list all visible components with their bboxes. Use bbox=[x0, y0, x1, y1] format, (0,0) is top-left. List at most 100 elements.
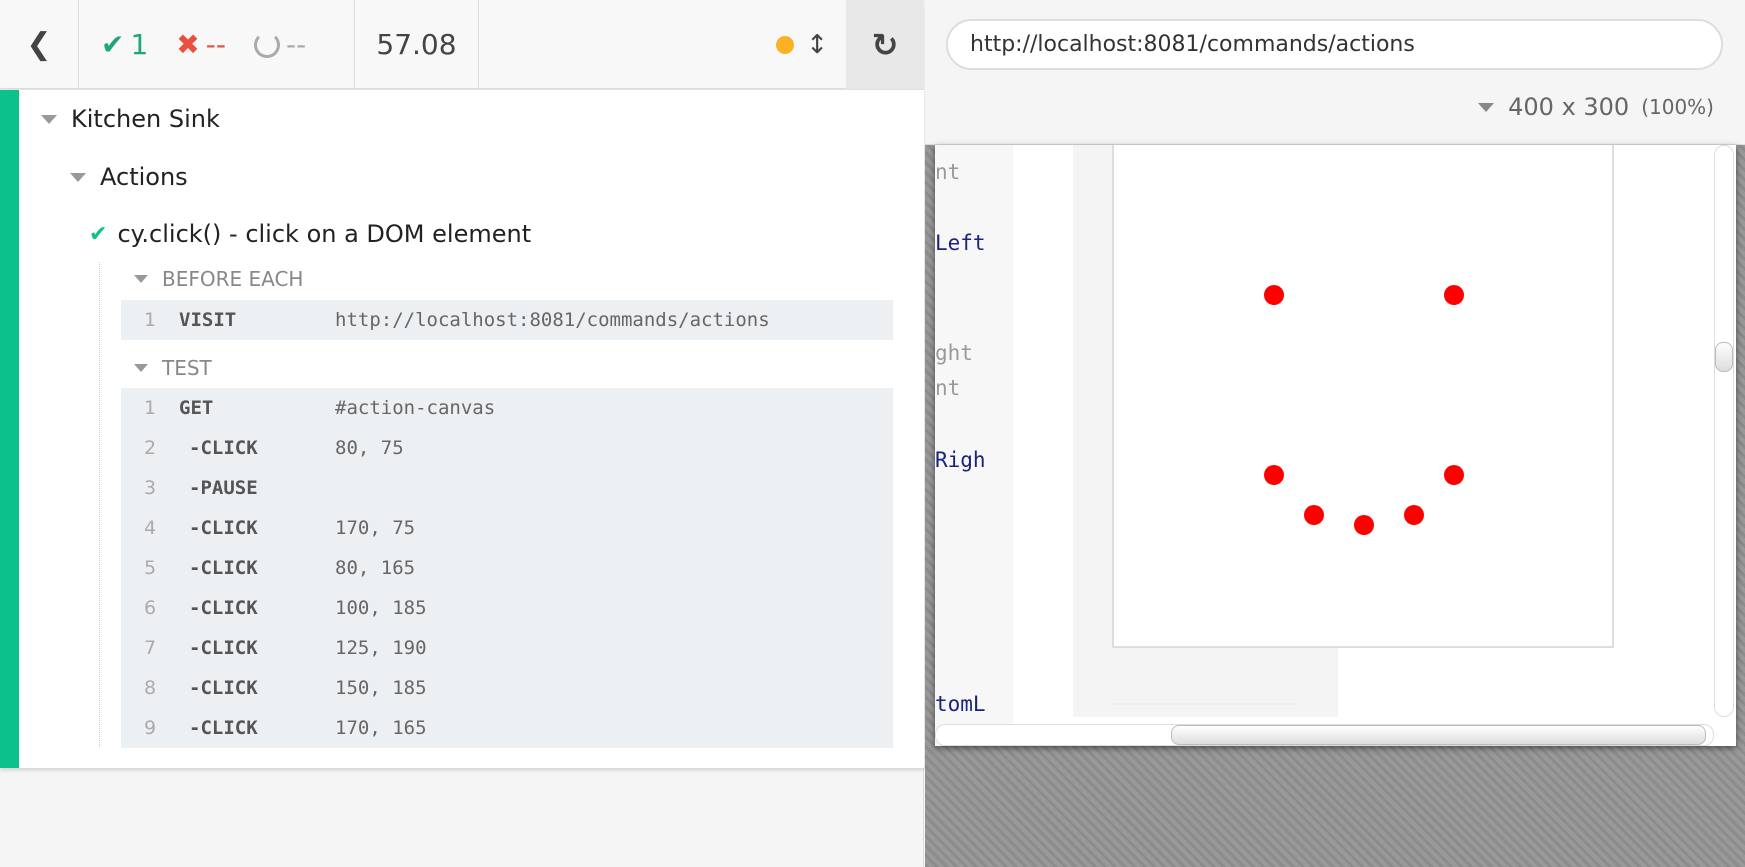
app-iframe: nt Left ght nt Righ tomL bbox=[935, 145, 1736, 746]
suite-kitchen-sink[interactable]: Kitchen Sink bbox=[41, 105, 220, 133]
code-fragment: Righ bbox=[935, 448, 986, 472]
command-message: 80, 165 bbox=[335, 557, 416, 579]
command-row[interactable]: 8 -CLICK 150, 185 bbox=[121, 668, 893, 708]
hook-before-each[interactable]: BEFORE EACH bbox=[134, 267, 303, 291]
command-message: 170, 75 bbox=[335, 517, 416, 539]
command-number: 4 bbox=[143, 517, 157, 539]
test-click[interactable]: ✔ cy.click() - click on a DOM element bbox=[89, 220, 531, 248]
canvas-dot bbox=[1404, 505, 1424, 525]
command-row[interactable]: 3 -PAUSE bbox=[121, 468, 893, 508]
hook-label: TEST bbox=[162, 356, 212, 380]
action-canvas[interactable] bbox=[1112, 145, 1614, 648]
command-message: 150, 185 bbox=[335, 677, 427, 699]
command-message: 80, 75 bbox=[335, 437, 404, 459]
command-number: 1 bbox=[143, 397, 157, 419]
pending-icon bbox=[253, 31, 280, 58]
viewport-scale: (100%) bbox=[1641, 95, 1714, 119]
command-row[interactable]: 5 -CLICK 80, 165 bbox=[121, 548, 893, 588]
app-preview: http://localhost:8081/commands/actions 4… bbox=[925, 0, 1745, 867]
command-name: -CLICK bbox=[189, 597, 258, 619]
command-row[interactable]: 6 -CLICK 100, 185 bbox=[121, 588, 893, 628]
caret-down-icon bbox=[41, 114, 57, 124]
canvas-dot bbox=[1354, 515, 1374, 535]
canvas-dot bbox=[1444, 465, 1464, 485]
pass-indicator-bar bbox=[0, 90, 19, 768]
reload-icon: ↻ bbox=[871, 25, 899, 64]
test-title: cy.click() - click on a DOM element bbox=[117, 220, 532, 248]
command-name: -PAUSE bbox=[189, 477, 258, 499]
caret-down-icon bbox=[134, 364, 148, 372]
command-row[interactable]: 1 GET #action-canvas bbox=[121, 388, 893, 428]
suite-title: Kitchen Sink bbox=[71, 105, 220, 133]
command-row[interactable]: 1 VISIT http://localhost:8081/commands/act… bbox=[121, 300, 893, 340]
failed-count: -- bbox=[205, 28, 226, 61]
check-icon: ✔ bbox=[89, 221, 108, 247]
back-button[interactable]: ❮ bbox=[0, 0, 79, 89]
reporter-toolbar: ❮ ✔ 1 ✖ -- -- 57.08 ↕ ↻ bbox=[0, 0, 924, 89]
hook-label: BEFORE EACH bbox=[162, 267, 304, 291]
code-fragment: nt bbox=[935, 160, 961, 184]
scrollbar-thumb[interactable] bbox=[1715, 342, 1733, 372]
command-name: VISIT bbox=[179, 309, 237, 331]
command-message: #action-canvas bbox=[335, 397, 496, 419]
code-fragment: tomL bbox=[935, 692, 986, 716]
command-name: -CLICK bbox=[189, 677, 258, 699]
canvas-dot bbox=[1264, 285, 1284, 305]
before-each-commands: 1 VISIT http://localhost:8081/commands/act… bbox=[121, 300, 893, 340]
command-number: 6 bbox=[143, 597, 157, 619]
command-name: GET bbox=[179, 397, 214, 419]
passed-count: 1 bbox=[130, 28, 149, 61]
canvas-dot bbox=[1304, 505, 1324, 525]
stats: ✔ 1 ✖ -- -- bbox=[79, 0, 355, 89]
scrollbar-thumb[interactable] bbox=[1171, 725, 1706, 745]
command-row[interactable]: 4 -CLICK 170, 75 bbox=[121, 508, 893, 548]
command-name: -CLICK bbox=[189, 437, 258, 459]
suite-actions[interactable]: Actions bbox=[70, 163, 188, 191]
command-name: -CLICK bbox=[189, 517, 258, 539]
hook-test[interactable]: TEST bbox=[134, 356, 212, 380]
running-indicator-icon bbox=[776, 35, 795, 54]
command-message: 100, 185 bbox=[335, 597, 427, 619]
command-message: 170, 165 bbox=[335, 717, 427, 739]
command-name: -CLICK bbox=[189, 557, 258, 579]
command-number: 1 bbox=[143, 309, 157, 331]
divider bbox=[1111, 703, 1296, 705]
code-column bbox=[935, 145, 1013, 746]
command-name: -CLICK bbox=[189, 637, 258, 659]
test-commands: 1 GET #action-canvas 2 -CLICK 80, 75 3 -PAUSE 4 -… bbox=[121, 388, 893, 748]
divider bbox=[99, 262, 100, 747]
command-row[interactable]: 7 -CLICK 125, 190 bbox=[121, 628, 893, 668]
suite-title: Actions bbox=[100, 163, 188, 191]
code-fragment: ght bbox=[935, 341, 973, 365]
vertical-scrollbar[interactable] bbox=[1714, 145, 1734, 717]
command-number: 8 bbox=[143, 677, 157, 699]
command-number: 9 bbox=[143, 717, 157, 739]
url-bar[interactable]: http://localhost:8081/commands/actions bbox=[946, 19, 1723, 70]
horizontal-scrollbar[interactable] bbox=[935, 724, 1714, 746]
command-message: 125, 190 bbox=[335, 637, 427, 659]
caret-down-icon bbox=[1478, 102, 1495, 112]
resize-icon[interactable]: ↕ bbox=[806, 29, 828, 60]
viewport-info[interactable]: 400 x 300 (100%) bbox=[1478, 93, 1714, 121]
command-row[interactable]: 2 -CLICK 80, 75 bbox=[121, 428, 893, 468]
command-number: 3 bbox=[143, 477, 157, 499]
code-fragment: Left bbox=[935, 231, 986, 255]
canvas-dot bbox=[1444, 285, 1464, 305]
status-area: ↕ bbox=[479, 0, 846, 89]
command-row[interactable]: 9 -CLICK 170, 165 bbox=[121, 708, 893, 748]
viewport-size: 400 x 300 bbox=[1508, 93, 1630, 121]
command-message: http://localhost:8081/commands/actions bbox=[335, 309, 770, 331]
runnables: Kitchen Sink Actions ✔ cy.click() - click… bbox=[0, 90, 924, 768]
reload-button[interactable]: ↻ bbox=[846, 0, 924, 89]
command-name: -CLICK bbox=[189, 717, 258, 739]
canvas-dot bbox=[1264, 465, 1284, 485]
chevron-left-icon: ❮ bbox=[26, 27, 52, 62]
command-number: 7 bbox=[143, 637, 157, 659]
code-fragment: nt bbox=[935, 376, 961, 400]
command-number: 5 bbox=[143, 557, 157, 579]
check-icon: ✔ bbox=[101, 28, 125, 61]
command-number: 2 bbox=[143, 437, 157, 459]
reporter-panel: ❮ ✔ 1 ✖ -- -- 57.08 ↕ ↻ Kitchen Sink Act… bbox=[0, 0, 924, 867]
duration: 57.08 bbox=[355, 0, 479, 89]
x-icon: ✖ bbox=[176, 28, 200, 61]
